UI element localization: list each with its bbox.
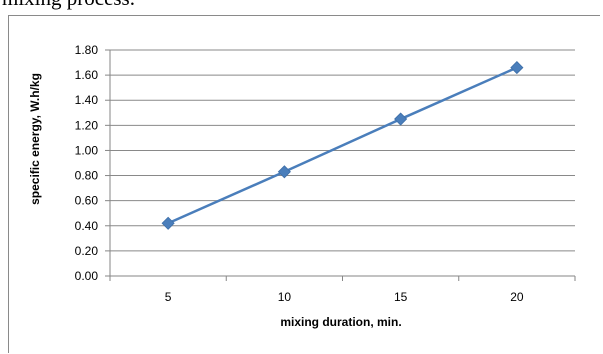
y-tick-label: 1.20 (75, 118, 99, 132)
data-point-marker (161, 216, 175, 230)
y-tick-label: 0.60 (75, 194, 99, 208)
x-tick-label: 10 (278, 290, 292, 304)
series-line (166, 66, 519, 225)
y-tick-label: 1.40 (75, 93, 99, 107)
y-tick-label: 0.00 (75, 269, 99, 283)
axes (105, 49, 576, 281)
data-point-marker (510, 61, 524, 75)
chart-frame (8, 15, 600, 353)
x-axis-title: mixing duration, min. (280, 315, 401, 329)
x-tick-labels: 5 10 15 20 (165, 290, 524, 304)
y-tick-label: 0.80 (75, 169, 99, 183)
y-tick-label: 1.00 (75, 143, 99, 157)
y-tick-label: 1.60 (75, 68, 99, 82)
data-point-marker (277, 165, 291, 179)
y-axis-title: specific energy, W.h/kg (28, 73, 42, 205)
page-top-text: mixing process. (2, 0, 135, 11)
gridlines (110, 49, 575, 252)
x-tick-label: 20 (510, 290, 524, 304)
y-tick-label: 1.80 (75, 43, 99, 57)
data-point-marker (394, 112, 408, 126)
x-tick-label: 15 (394, 290, 408, 304)
y-tick-label: 0.20 (75, 244, 99, 258)
y-tick-label: 0.40 (75, 219, 99, 233)
x-tick-label: 5 (165, 290, 172, 304)
y-tick-labels: 0.00 0.20 0.40 0.60 0.80 1.00 1.20 1.40 1.60 1.80 (75, 43, 99, 283)
data-series (161, 61, 524, 230)
